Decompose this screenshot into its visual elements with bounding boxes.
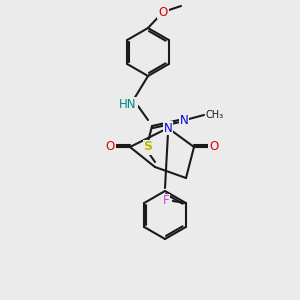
- Text: O: O: [105, 140, 115, 154]
- Text: O: O: [158, 5, 168, 19]
- Text: N: N: [164, 122, 172, 134]
- Text: HN: HN: [119, 98, 137, 110]
- Text: CH₃: CH₃: [205, 110, 223, 120]
- Text: S: S: [143, 140, 152, 154]
- Text: F: F: [163, 194, 169, 208]
- Text: N: N: [180, 113, 188, 127]
- Text: O: O: [209, 140, 219, 154]
